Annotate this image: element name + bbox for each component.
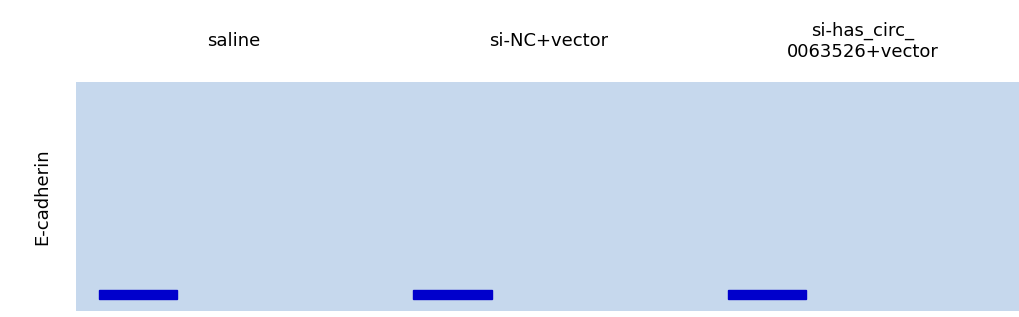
Bar: [727, 290, 805, 299]
Text: si-NC+vector: si-NC+vector: [488, 32, 607, 50]
Text: saline: saline: [207, 32, 260, 50]
Text: si-has_circ_
0063526+vector: si-has_circ_ 0063526+vector: [786, 22, 937, 61]
Bar: [99, 290, 177, 299]
Bar: [413, 290, 491, 299]
Text: E-cadherin: E-cadherin: [33, 148, 51, 245]
